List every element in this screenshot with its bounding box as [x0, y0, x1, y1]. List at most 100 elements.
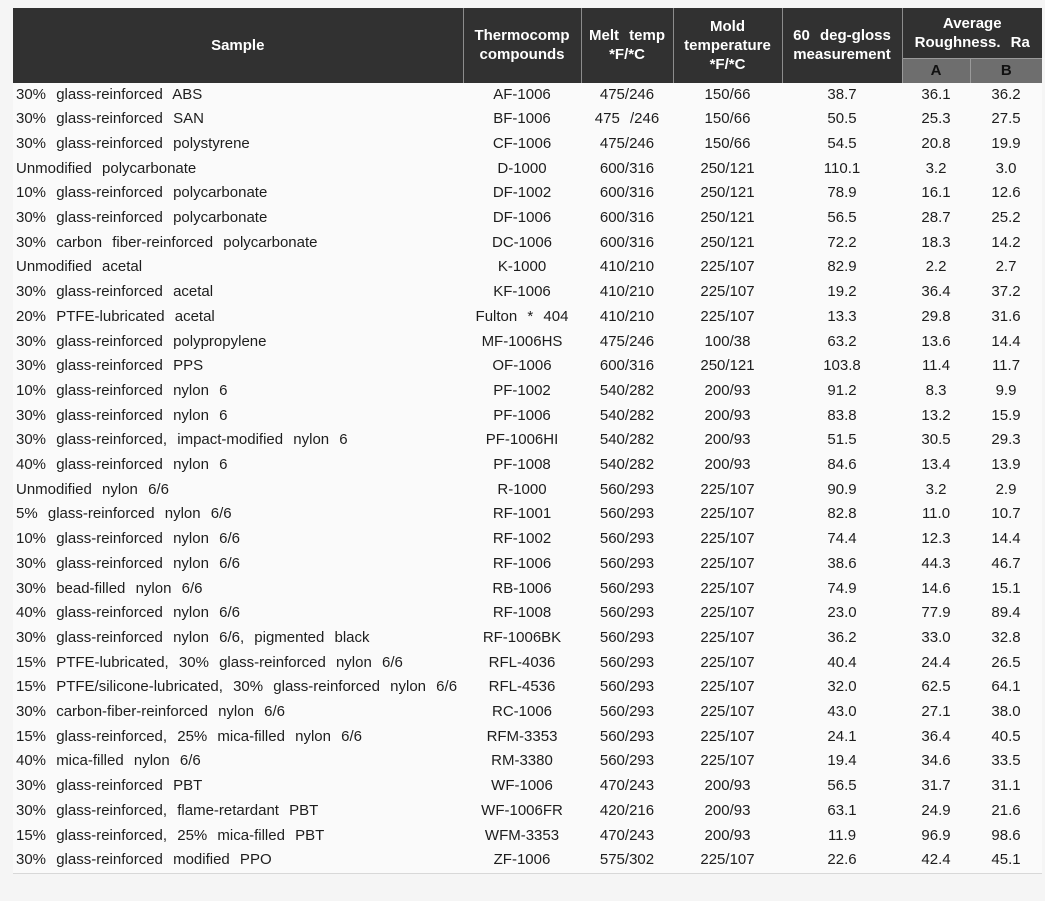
melt-temp-cell: 410/210 — [581, 304, 673, 330]
melt-temp-cell: 560/293 — [581, 700, 673, 725]
roughness-b-cell: 15.1 — [970, 576, 1042, 602]
sample-cell: 10% glass-reinforced polycarbonate — [13, 181, 463, 207]
melt-temp-cell: 560/293 — [581, 477, 673, 503]
gloss-measurement-cell: 32.0 — [782, 675, 902, 701]
table-row: 15% glass-reinforced, 25% mica-filled PB… — [13, 823, 1042, 849]
mold-temperature-cell: 225/107 — [673, 551, 782, 577]
column-header-sample: Sample — [13, 8, 463, 83]
mold-temperature-cell: 225/107 — [673, 255, 782, 281]
roughness-b-cell: 38.0 — [970, 700, 1042, 725]
roughness-a-cell: 29.8 — [902, 304, 970, 330]
mold-temperature-cell: 250/121 — [673, 206, 782, 231]
melt-temp-cell: 410/210 — [581, 255, 673, 281]
roughness-a-cell: 44.3 — [902, 551, 970, 577]
melt-temp-cell: 540/282 — [581, 378, 673, 404]
table-row: 10% glass-reinforced polycarbonate DF-10… — [13, 181, 1042, 207]
roughness-b-cell: 98.6 — [970, 823, 1042, 849]
column-header-roughness-a: A — [901, 57, 970, 83]
column-header-gloss-measurement: 60 deg-gloss measurement — [781, 8, 902, 83]
roughness-a-cell: 8.3 — [902, 378, 970, 404]
mold-temperature-cell: 250/121 — [673, 156, 782, 182]
table-row: 20% PTFE-lubricated acetal Fulton * 404 … — [13, 304, 1042, 330]
roughness-a-cell: 31.7 — [902, 774, 970, 799]
materials-table: Sample Thermocomp compounds Melt temp *F… — [13, 8, 1042, 874]
melt-temp-cell: 560/293 — [581, 502, 673, 528]
sample-cell: 15% glass-reinforced, 25% mica-filled ny… — [13, 724, 463, 750]
roughness-b-cell: 31.1 — [970, 774, 1042, 799]
roughness-a-cell: 34.6 — [902, 749, 970, 775]
roughness-a-cell: 11.0 — [902, 502, 970, 528]
mold-temperature-cell: 150/66 — [673, 82, 782, 108]
mold-temperature-cell: 225/107 — [673, 625, 782, 651]
table-row: 30% glass-reinforced nylon 6/6 RF-1006 5… — [13, 551, 1042, 577]
gloss-measurement-cell: 56.5 — [782, 774, 902, 799]
roughness-a-cell: 12.3 — [902, 527, 970, 552]
table-row: 30% glass-reinforced, impact-modified ny… — [13, 428, 1042, 454]
roughness-a-cell: 42.4 — [902, 848, 970, 874]
sample-cell: 20% PTFE-lubricated acetal — [13, 304, 463, 330]
roughness-b-cell: 14.4 — [970, 527, 1042, 552]
table-row: 15% glass-reinforced, 25% mica-filled ny… — [13, 724, 1042, 750]
roughness-b-cell: 14.4 — [970, 329, 1042, 355]
mold-temperature-cell: 225/107 — [673, 724, 782, 750]
sample-cell: 30% glass-reinforced acetal — [13, 280, 463, 305]
mold-temperature-cell: 200/93 — [673, 378, 782, 404]
roughness-b-cell: 9.9 — [970, 378, 1042, 404]
gloss-measurement-cell: 54.5 — [782, 131, 902, 157]
table-row: Unmodified acetal K-1000 410/210 225/107… — [13, 255, 1042, 281]
roughness-b-cell: 25.2 — [970, 206, 1042, 231]
melt-temp-cell: 475/246 — [581, 82, 673, 108]
thermocomp-compound-cell: RF-1001 — [463, 502, 581, 528]
sample-cell: 30% glass-reinforced PPS — [13, 354, 463, 379]
melt-temp-cell: 600/316 — [581, 206, 673, 231]
melt-temp-cell: 475 /246 — [581, 107, 673, 132]
roughness-b-cell: 11.7 — [970, 354, 1042, 379]
table-row: 30% glass-reinforced modified PPO ZF-100… — [13, 848, 1042, 874]
roughness-a-cell: 24.4 — [902, 650, 970, 676]
roughness-b-cell: 89.4 — [970, 601, 1042, 626]
roughness-b-cell: 40.5 — [970, 724, 1042, 750]
table-row: 15% PTFE-lubricated, 30% glass-reinforce… — [13, 650, 1042, 676]
roughness-b-cell: 29.3 — [970, 428, 1042, 454]
mold-temperature-cell: 150/66 — [673, 107, 782, 132]
melt-temp-cell: 420/216 — [581, 798, 673, 824]
mold-temperature-cell: 150/66 — [673, 131, 782, 157]
sample-cell: 15% PTFE/silicone-lubricated, 30% glass-… — [13, 675, 463, 701]
table-row: 30% carbon fiber-reinforced polycarbonat… — [13, 230, 1042, 256]
mold-temperature-cell: 225/107 — [673, 650, 782, 676]
roughness-a-cell: 36.4 — [902, 724, 970, 750]
gloss-measurement-cell: 63.2 — [782, 329, 902, 355]
sample-cell: 30% glass-reinforced ABS — [13, 82, 463, 108]
gloss-measurement-cell: 11.9 — [782, 823, 902, 849]
mold-temperature-cell: 200/93 — [673, 453, 782, 478]
roughness-b-cell: 12.6 — [970, 181, 1042, 207]
table-header: Sample Thermocomp compounds Melt temp *F… — [13, 8, 1042, 83]
thermocomp-compound-cell: CF-1006 — [463, 131, 581, 157]
table-row: 40% mica-filled nylon 6/6 RM-3380 560/29… — [13, 749, 1042, 775]
roughness-a-cell: 30.5 — [902, 428, 970, 454]
thermocomp-compound-cell: PF-1002 — [463, 378, 581, 404]
thermocomp-compound-cell: RC-1006 — [463, 700, 581, 725]
table-body: 30% glass-reinforced ABS AF-1006 475/246… — [13, 82, 1042, 874]
gloss-measurement-cell: 82.9 — [782, 255, 902, 281]
table-row: 30% glass-reinforced nylon 6 PF-1006 540… — [13, 403, 1042, 429]
thermocomp-compound-cell: MF-1006HS — [463, 329, 581, 355]
thermocomp-compound-cell: DC-1006 — [463, 230, 581, 256]
roughness-a-cell: 3.2 — [902, 156, 970, 182]
roughness-b-cell: 37.2 — [970, 280, 1042, 305]
gloss-measurement-cell: 74.4 — [782, 527, 902, 552]
gloss-measurement-cell: 72.2 — [782, 230, 902, 256]
thermocomp-compound-cell: RF-1008 — [463, 601, 581, 626]
header-row-sub: A B — [13, 57, 1042, 83]
mold-temperature-cell: 225/107 — [673, 749, 782, 775]
melt-temp-cell: 560/293 — [581, 601, 673, 626]
melt-temp-cell: 540/282 — [581, 428, 673, 454]
sample-cell: 30% glass-reinforced SAN — [13, 107, 463, 132]
mold-temperature-cell: 225/107 — [673, 280, 782, 305]
melt-temp-cell: 560/293 — [581, 551, 673, 577]
thermocomp-compound-cell: PF-1008 — [463, 453, 581, 478]
column-header-thermocomp-compounds: Thermocomp compounds — [462, 8, 581, 83]
header-row-main: Sample Thermocomp compounds Melt temp *F… — [13, 8, 1042, 83]
thermocomp-compound-cell: ZF-1006 — [463, 848, 581, 874]
